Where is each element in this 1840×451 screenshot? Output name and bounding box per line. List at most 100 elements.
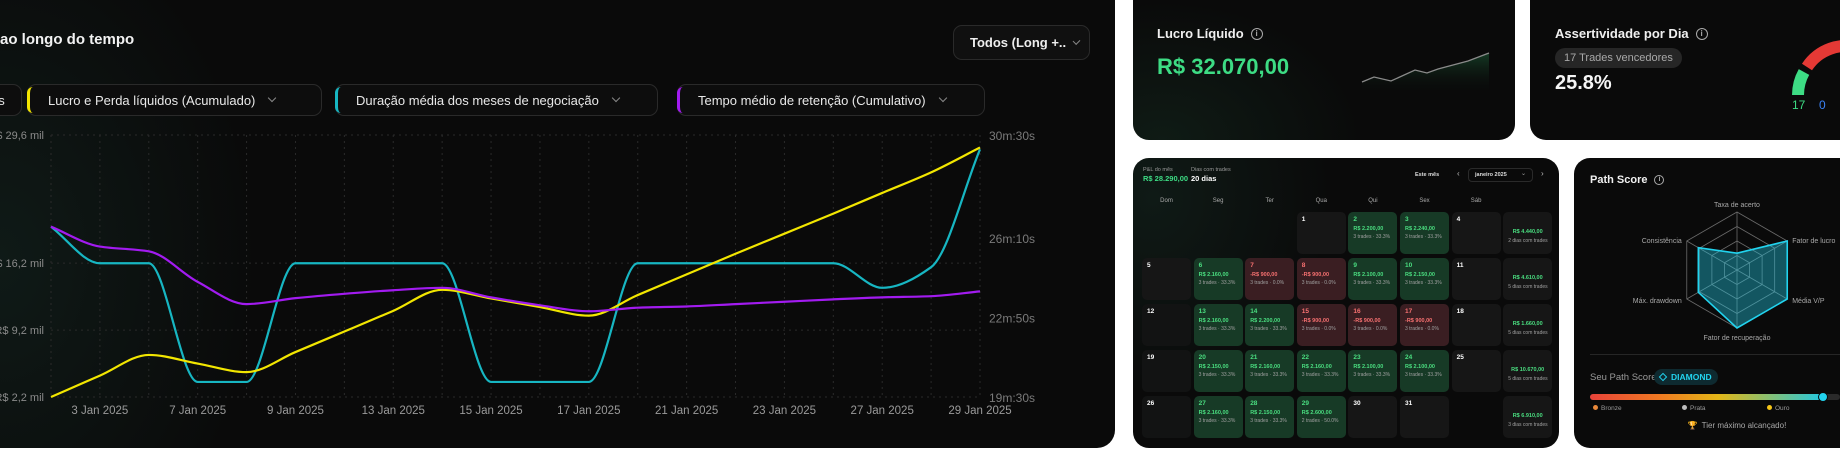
calendar-day-cell[interactable]: 2 R$ 2.200,00 3 trades · 33.3% (1348, 212, 1398, 254)
calendar-day-cell[interactable]: 31 (1400, 396, 1449, 438)
calendar-day-cell[interactable]: 20 R$ 2.150,00 3 trades · 33.3% (1193, 350, 1243, 392)
calendar-day-cell[interactable]: 4 (1451, 212, 1501, 254)
info-icon[interactable]: i (1654, 175, 1665, 185)
next-month-icon[interactable]: › (1541, 169, 1544, 178)
day-trades: 3 trades · 33.3% (1250, 372, 1287, 378)
calendar-day-cell[interactable]: 5 (1142, 258, 1191, 300)
month-select[interactable]: janeiro 2025 ⌄ (1468, 168, 1533, 182)
calendar-day-cell[interactable]: 1 (1296, 212, 1346, 254)
tier-prata: Prata (1682, 405, 1706, 412)
day-number: 9 (1353, 262, 1358, 269)
right-axis-tick-label: 30m:30s (989, 129, 1035, 143)
calendar-day-cell[interactable]: 19 (1142, 350, 1191, 392)
day-number: 16 (1353, 308, 1361, 315)
calendar-day-cell[interactable]: 15 -R$ 900,00 3 trades · 0.0% (1296, 304, 1346, 346)
x-axis-tick-label: 27 Jan 2025 (851, 405, 914, 417)
series-color-marker (27, 87, 33, 113)
tier-badge-text: DIAMOND (1671, 372, 1712, 382)
calendar-day-cell[interactable]: 24 R$ 2.100,00 3 trades · 33.3% (1400, 350, 1449, 392)
left-axis-tick-label: R$ 9,2 mil (0, 325, 44, 337)
x-axis-tick-label: 23 Jan 2025 (753, 405, 816, 417)
calendar-day-cell[interactable]: 29 R$ 2.600,00 2 trades · 50.0% (1296, 396, 1346, 438)
day-number: 5 (1147, 262, 1151, 269)
info-icon[interactable]: i (1250, 27, 1263, 40)
month-pnl-label: P&L do mês (1143, 167, 1173, 173)
legend-metric-select-pnl[interactable]: Lucro e Perda líquidos (Acumulado) (27, 84, 322, 116)
calendar-day-cell[interactable]: 27 R$ 2.160,00 3 trades · 33.3% (1193, 396, 1243, 438)
week-summary-cell: R$ 6.910,00 3 dias com trades (1503, 396, 1553, 438)
day-pnl: R$ 2.160,00 (1198, 318, 1229, 324)
weekday-header: Qui (1368, 198, 1378, 204)
day-trades: 3 trades · 33.3% (1198, 326, 1236, 332)
calendar-day-cell[interactable]: 25 (1451, 350, 1501, 392)
calendar-day-cell[interactable]: 9 R$ 2.100,00 3 trades · 33.3% (1348, 258, 1398, 300)
max-tier-text: Tier máximo alcançado! (1701, 421, 1787, 430)
line-chart[interactable]: R$ 29,6 mil R$ 16,2 mil R$ 9,2 mil R$ 2,2 m… (0, 0, 1115, 448)
this-month-button[interactable]: Este mês (1415, 172, 1440, 178)
day-pnl: -R$ 900,00 (1353, 318, 1381, 324)
radar-axis-label: Fator de recuperação (1704, 335, 1771, 342)
week-pnl: R$ 10.670,00 (1511, 367, 1545, 373)
calendar-day-cell[interactable]: 11 (1451, 258, 1501, 300)
day-pnl: R$ 2.160,00 (1250, 364, 1281, 370)
legend-label: Tempo médio de retenção (Cumulativo) (698, 92, 926, 108)
day-pnl: R$ 2.160,00 (1198, 410, 1229, 416)
calendar-day-cell[interactable]: 22 R$ 2.160,00 3 trades · 33.3% (1296, 350, 1346, 392)
calendar-day-cell[interactable]: 17 -R$ 900,00 3 trades · 0.0% (1400, 304, 1449, 346)
series-line-duration[interactable] (50, 148, 982, 384)
day-number: 13 (1198, 308, 1206, 315)
week-pnl: R$ 6.910,00 (1512, 413, 1543, 419)
win-rate-title-text: Assertividade por Dia (1555, 26, 1689, 41)
day-number: 1 (1301, 216, 1306, 223)
x-axis-tick-label: 7 Jan 2025 (169, 405, 226, 417)
series-line-retention[interactable] (50, 225, 981, 313)
your-path-score-label: Seu Path Score (1590, 372, 1657, 383)
calendar-day-cell[interactable]: 18 (1451, 304, 1501, 346)
calendar-day-cell[interactable]: 7 -R$ 900,00 3 trades · 0.0% (1245, 258, 1295, 300)
calendar-day-cell[interactable]: 26 (1142, 396, 1191, 438)
x-axis-tick-label: 3 Jan 2025 (71, 405, 128, 417)
legend-metric-select-retention[interactable]: Tempo médio de retenção (Cumulativo) (677, 84, 985, 116)
calendar-day-cell[interactable]: 14 R$ 2.200,00 3 trades · 33.3% (1245, 304, 1295, 346)
calendar-day-cell[interactable]: 16 -R$ 900,00 3 trades · 0.0% (1348, 304, 1398, 346)
calendar-day-cell[interactable]: 3 R$ 2.240,00 3 trades · 33.3% (1400, 212, 1449, 254)
radar-axis-label: Média V/P (1792, 298, 1825, 305)
day-number: 15 (1301, 308, 1310, 315)
calendar-day-cell[interactable]: 21 R$ 2.160,00 3 trades · 33.3% (1245, 350, 1295, 392)
series-line-pnl[interactable] (50, 146, 981, 399)
x-axis-tick-label: 15 Jan 2025 (459, 405, 522, 417)
calendar-day-cell[interactable]: 10 R$ 2.150,00 3 trades · 33.3% (1400, 258, 1449, 300)
sparkline-line (1361, 52, 1490, 83)
calendar-day-cell[interactable]: 12 (1142, 304, 1191, 346)
day-number: 11 (1456, 262, 1464, 269)
radar-axis-label: Taxa de acerto (1714, 202, 1760, 209)
x-axis-tick-label: 13 Jan 2025 (362, 405, 425, 417)
day-number: 21 (1250, 354, 1258, 361)
calendar-day-cell[interactable]: 13 R$ 2.160,00 3 trades · 33.3% (1193, 304, 1243, 346)
prev-month-icon[interactable]: ‹ (1457, 169, 1460, 178)
calendar-day-cell[interactable]: 23 R$ 2.100,00 3 trades · 33.3% (1348, 350, 1398, 392)
direction-filter-select[interactable]: Todos (Long +.. (953, 25, 1090, 60)
day-pnl: R$ 2.150,00 (1405, 272, 1435, 278)
legend-metric-select-duration[interactable]: Duração média dos meses de negociação (335, 84, 658, 116)
radar-axis (1686, 269, 1738, 300)
calendar-day-cell[interactable]: 28 R$ 2.150,00 3 trades · 33.3% (1245, 396, 1295, 438)
week-pnl: R$ 4.610,00 (1512, 275, 1543, 281)
calendar-day-cell[interactable]: 8 -R$ 900,00 3 trades · 0.0% (1296, 258, 1346, 300)
win-rate-card: Assertividade por Dia i 17 Trades vencedo… (1530, 0, 1840, 140)
day-number: 23 (1353, 354, 1361, 361)
calendar-day-cell[interactable]: 30 (1348, 396, 1398, 438)
info-icon[interactable]: i (1695, 27, 1708, 40)
weekday-header: Dom (1160, 198, 1173, 204)
day-trades: 3 trades · 33.3% (1250, 418, 1287, 424)
day-trades: 3 trades · 33.3% (1405, 280, 1442, 286)
direction-filter-value: Todos (Long +.. (970, 35, 1067, 50)
bronze-dot-icon (1593, 405, 1598, 410)
week-trade-days: 5 dias com trades (1508, 330, 1548, 336)
legend-metric-select-0[interactable]: es (0, 84, 22, 116)
day-number: 18 (1456, 308, 1464, 315)
calendar-day-cell[interactable]: 6 R$ 2.160,00 3 trades · 33.3% (1193, 258, 1243, 300)
day-number: 25 (1456, 354, 1464, 361)
day-pnl: R$ 2.600,00 (1301, 410, 1332, 416)
weekday-header: Ter (1265, 198, 1274, 204)
